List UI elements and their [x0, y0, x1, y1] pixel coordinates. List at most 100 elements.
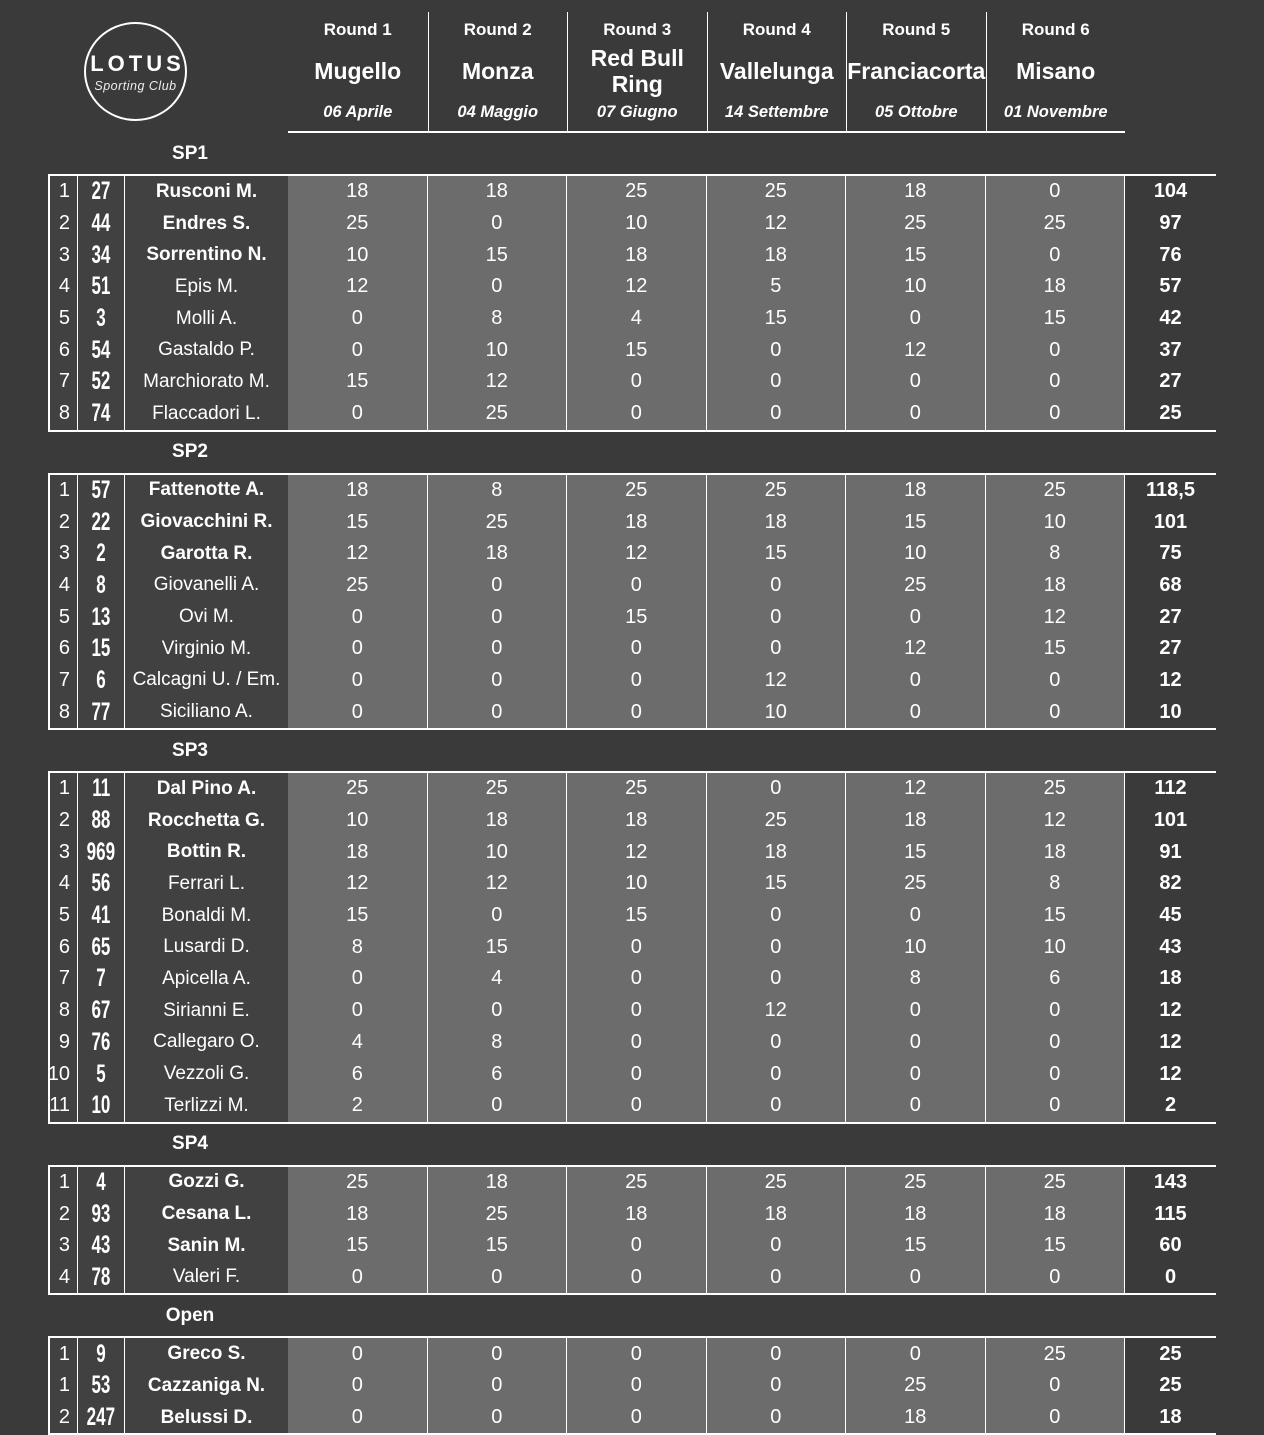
class-section: Open 1 9 Greco S. 0 0 0 0 0 25 25 1 53 Cazzani…: [0, 1295, 1264, 1435]
round-score-cell: 18: [567, 804, 707, 837]
driver-row: 6 65 Lusardi D. 8 15 0 0 10 10 43: [48, 931, 1216, 964]
round-score-cell: 15: [985, 1229, 1125, 1262]
round-score-cell: 18: [427, 804, 567, 837]
car-number-cell: 5: [78, 1058, 125, 1090]
round-score-cell: 0: [288, 1401, 428, 1434]
round-score-cell: 18: [985, 836, 1125, 869]
rounds-header: Round 1 Mugello 06 Aprile Round 2 Monza …: [288, 12, 1125, 133]
total-points-cell: 75: [1159, 542, 1182, 565]
round-score-cell: 0: [706, 632, 846, 665]
position-cell: 4: [48, 1261, 78, 1294]
round-score-cell: 15: [706, 868, 846, 900]
round-score-cell: 25: [985, 1166, 1125, 1199]
car-number-cell: 74: [78, 397, 125, 430]
logo-title: LOTUS: [90, 50, 185, 76]
total-points-cell: 42: [1159, 307, 1182, 330]
position-cell: 7: [48, 664, 78, 697]
round-number-label: Round 1: [323, 20, 392, 39]
round-score-cell: 18: [846, 1401, 986, 1434]
round-score-cell: 12: [427, 868, 567, 900]
round-number-label: Round 2: [463, 20, 532, 39]
driver-name-cell: Valeri F.: [125, 1261, 288, 1294]
driver-name-cell: Calcagni U. / Em.: [125, 664, 288, 697]
round-score-cell: 25: [985, 207, 1125, 240]
driver-name-cell: Sirianni E.: [125, 994, 288, 1027]
round-score-cell: 8: [985, 868, 1125, 900]
total-points-cell: 12: [1159, 668, 1182, 691]
driver-name-cell: Callegaro O.: [125, 1026, 288, 1059]
round-score-cell: 0: [846, 302, 986, 335]
driver-name-cell: Sanin M.: [125, 1229, 288, 1262]
car-number-cell: 88: [78, 804, 125, 837]
round-score-cell: 18: [427, 1166, 567, 1199]
round-date: 05 Ottobre: [874, 103, 958, 121]
car-number-cell: 4: [78, 1166, 125, 1199]
round-score-cell: 12: [706, 207, 846, 240]
round-score-cell: 0: [846, 664, 986, 697]
round-score-cell: 15: [567, 334, 707, 367]
round-score-cell: 12: [567, 836, 707, 869]
driver-row: 1 11 Dal Pino A. 25 25 25 0 12 25 112: [48, 773, 1216, 805]
position-cell: 2: [48, 1198, 78, 1230]
round-score-cell: 25: [706, 176, 846, 208]
driver-row: 10 5 Vezzoli G. 6 6 0 0 0 0 12: [48, 1058, 1216, 1090]
round-score-cell: 12: [567, 271, 707, 303]
car-number-cell: 51: [78, 271, 125, 303]
round-score-cell: 0: [427, 271, 567, 303]
round-score-cell: 4: [567, 302, 707, 335]
position-cell: 2: [48, 207, 78, 240]
round-score-cell: 25: [985, 773, 1125, 805]
car-number-cell: 8: [78, 569, 125, 602]
round-track-name: Misano: [1016, 57, 1096, 84]
round-score-cell: 18: [985, 1198, 1125, 1230]
driver-row: 1 27 Rusconi M. 18 18 25 25 18 0 104: [48, 176, 1216, 208]
round-score-cell: 0: [985, 397, 1125, 430]
round-date: 01 Novembre: [1003, 103, 1108, 121]
driver-row: 3 2 Garotta R. 12 18 12 15 10 8 75: [48, 537, 1216, 570]
round-score-cell: 2: [288, 1089, 428, 1122]
round-score-cell: 12: [567, 537, 707, 570]
driver-row: 2 22 Giovacchini R. 15 25 18 18 15 10 101: [48, 506, 1216, 538]
round-header-cell: Round 6 Misano 01 Novembre: [985, 12, 1126, 131]
round-score-cell: 25: [567, 1166, 707, 1199]
position-cell: 5: [48, 302, 78, 335]
round-score-cell: 0: [288, 397, 428, 430]
round-score-cell: 15: [288, 366, 428, 398]
round-score-cell: 12: [846, 632, 986, 665]
round-score-cell: 15: [985, 302, 1125, 335]
round-score-cell: 12: [427, 366, 567, 398]
round-score-cell: 0: [288, 994, 428, 1027]
total-points-cell: 68: [1159, 573, 1182, 596]
round-score-cell: 6: [288, 1058, 428, 1090]
round-score-cell: 25: [706, 804, 846, 837]
driver-row: 5 3 Molli A. 0 8 4 15 0 15 42: [48, 302, 1216, 335]
round-score-cell: 0: [985, 696, 1125, 728]
driver-name-cell: Garotta R.: [125, 537, 288, 570]
round-score-cell: 15: [427, 931, 567, 964]
position-cell: 8: [48, 397, 78, 430]
header: LOTUS Sporting Club Round 1 Mugello 06 A…: [0, 0, 1264, 133]
driver-row: 7 6 Calcagni U. / Em. 0 0 0 12 0 0 12: [48, 664, 1216, 697]
car-number-cell: 57: [78, 474, 125, 507]
class-section: SP1 1 27 Rusconi M. 18 18 25 25 18 0 104 2 44 …: [0, 133, 1264, 432]
round-score-cell: 0: [567, 1370, 707, 1402]
round-score-cell: 15: [985, 899, 1125, 932]
driver-row: 2 44 Endres S. 25 0 10 12 25 25 97: [48, 207, 1216, 240]
round-score-cell: 0: [567, 963, 707, 995]
round-score-cell: 25: [427, 506, 567, 538]
round-score-cell: 0: [567, 632, 707, 665]
class-section: SP2 1 57 Fattenotte A. 18 8 25 25 18 25 118,5 …: [0, 432, 1264, 730]
driver-name-cell: Terlizzi M.: [125, 1089, 288, 1122]
car-number-cell: 52: [78, 366, 125, 398]
car-number-cell: 41: [78, 899, 125, 932]
round-score-cell: 18: [288, 176, 428, 208]
round-score-cell: 0: [288, 601, 428, 633]
round-score-cell: 0: [846, 899, 986, 932]
position-cell: 4: [48, 569, 78, 602]
position-cell: 1: [48, 1166, 78, 1199]
driver-row: 6 54 Gastaldo P. 0 10 15 0 12 0 37: [48, 334, 1216, 367]
total-points-cell: 25: [1159, 1374, 1182, 1397]
round-score-cell: 15: [846, 1229, 986, 1262]
total-points-cell: 12: [1159, 999, 1182, 1022]
